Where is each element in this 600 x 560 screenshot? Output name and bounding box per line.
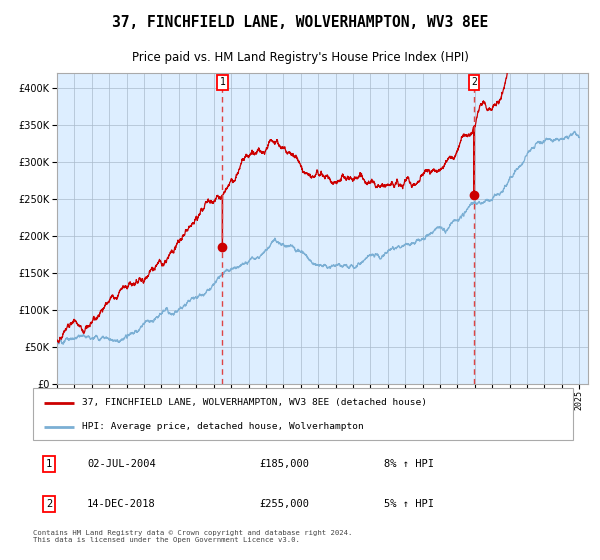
Text: Contains HM Land Registry data © Crown copyright and database right 2024.
This d: Contains HM Land Registry data © Crown c… [33, 530, 352, 544]
Text: 1: 1 [46, 459, 52, 469]
Text: 37, FINCHFIELD LANE, WOLVERHAMPTON, WV3 8EE: 37, FINCHFIELD LANE, WOLVERHAMPTON, WV3 … [112, 15, 488, 30]
Text: 8% ↑ HPI: 8% ↑ HPI [384, 459, 434, 469]
FancyBboxPatch shape [33, 388, 573, 440]
Text: Price paid vs. HM Land Registry's House Price Index (HPI): Price paid vs. HM Land Registry's House … [131, 51, 469, 64]
Text: 02-JUL-2004: 02-JUL-2004 [87, 459, 156, 469]
Text: 5% ↑ HPI: 5% ↑ HPI [384, 499, 434, 509]
Text: £185,000: £185,000 [260, 459, 310, 469]
Text: 2: 2 [46, 499, 52, 509]
Text: 1: 1 [220, 77, 226, 87]
Text: 37, FINCHFIELD LANE, WOLVERHAMPTON, WV3 8EE (detached house): 37, FINCHFIELD LANE, WOLVERHAMPTON, WV3 … [82, 398, 427, 407]
Text: 2: 2 [471, 77, 477, 87]
Text: HPI: Average price, detached house, Wolverhampton: HPI: Average price, detached house, Wolv… [82, 422, 364, 431]
Text: 14-DEC-2018: 14-DEC-2018 [87, 499, 156, 509]
Text: £255,000: £255,000 [260, 499, 310, 509]
